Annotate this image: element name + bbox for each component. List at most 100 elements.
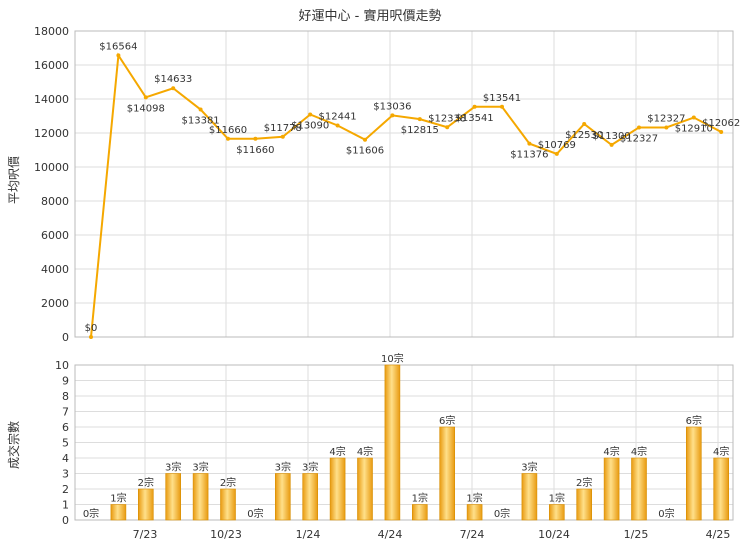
transaction-bar — [329, 457, 346, 521]
transaction-bar — [439, 426, 456, 521]
transaction-bar-label: 4宗 — [603, 445, 619, 458]
price-data-label: $13541 — [456, 113, 494, 124]
bar-y-tick-label: 4 — [62, 452, 69, 465]
line-y-tick-label: 16000 — [34, 59, 69, 72]
price-data-label: $0 — [85, 323, 98, 334]
transaction-bar — [274, 473, 291, 521]
line-y-tick-label: 0 — [62, 331, 69, 344]
transaction-bar-label: 3宗 — [165, 461, 181, 474]
price-data-label: $13541 — [483, 93, 521, 104]
transaction-bar — [384, 364, 401, 521]
bar-x-tick-label: 1/25 — [624, 528, 649, 541]
bar-y-tick-label: 1 — [62, 499, 69, 512]
transaction-bar — [576, 488, 593, 521]
transaction-bar-label: 3宗 — [275, 461, 291, 474]
transaction-bar-label: 1宗 — [549, 492, 565, 505]
bar-x-tick-label: 10/24 — [538, 528, 570, 541]
bar-y-tick-label: 3 — [62, 468, 69, 481]
transaction-bar-label: 2宗 — [576, 476, 592, 489]
transaction-bar — [192, 473, 209, 521]
price-data-label: $12441 — [319, 112, 357, 123]
transaction-bar-label: 2宗 — [220, 476, 236, 489]
transaction-bar — [165, 473, 181, 521]
bar-y-tick-label: 9 — [62, 375, 69, 388]
line-y-tick-label: 8000 — [41, 195, 69, 208]
price-point — [308, 112, 313, 117]
transaction-bar-label: 1宗 — [412, 492, 428, 505]
transaction-bar-label: 4宗 — [329, 445, 345, 458]
bar-y-tick-label: 7 — [62, 406, 69, 419]
transaction-bar-label: 4宗 — [713, 445, 729, 458]
bar-plot-frame — [74, 364, 734, 521]
transaction-bar-label: 0宗 — [247, 507, 263, 520]
price-point — [363, 137, 367, 142]
price-point — [609, 142, 614, 147]
bar-y-tick-label: 8 — [62, 390, 69, 403]
transaction-bar-label: 3宗 — [302, 461, 318, 474]
price-data-label: $14633 — [154, 74, 192, 85]
bar-x-tick-label: 7/24 — [460, 528, 485, 541]
price-data-label: $11300 — [593, 131, 631, 142]
price-point — [253, 136, 258, 141]
price-data-label: $11376 — [510, 150, 548, 161]
price-point — [89, 335, 93, 339]
line-y-tick-label: 2000 — [41, 297, 69, 310]
bar-y-tick-label: 5 — [62, 437, 69, 450]
price-series-line — [90, 52, 722, 338]
price-data-label: $13090 — [291, 120, 329, 131]
transaction-bar — [302, 473, 319, 521]
line-y-tick-label: 12000 — [34, 127, 69, 140]
transaction-bar — [466, 504, 483, 521]
price-point — [280, 134, 285, 139]
price-data-label: $12327 — [620, 133, 658, 144]
transaction-bar-label: 1宗 — [110, 492, 126, 505]
price-data-label: $12327 — [647, 113, 685, 124]
price-data-label: $10769 — [538, 140, 576, 151]
price-point — [472, 104, 477, 109]
transaction-bar — [631, 457, 647, 521]
transaction-bar — [603, 457, 620, 521]
transaction-bar-label: 4宗 — [357, 445, 373, 458]
price-point — [500, 104, 504, 109]
price-point — [226, 136, 230, 141]
price-data-label: $14098 — [127, 103, 165, 114]
bar-x-tick-label: 7/23 — [133, 528, 158, 541]
transaction-bar — [357, 457, 373, 521]
price-data-label: $16564 — [99, 41, 137, 52]
bar-y-tick-label: 10 — [55, 359, 69, 372]
price-point — [445, 125, 450, 130]
transaction-bar-label: 6宗 — [439, 414, 455, 427]
line-y-axis-label: 平均呎價 — [7, 156, 21, 204]
price-point — [335, 123, 340, 128]
price-point — [116, 53, 121, 58]
price-point — [527, 141, 532, 146]
transaction-bar-label: 0宗 — [494, 507, 510, 520]
price-data-label: $12338 — [428, 113, 466, 124]
transaction-bar-label: 3宗 — [192, 461, 208, 474]
transaction-bar — [138, 488, 154, 521]
bar-y-tick-label: 6 — [62, 421, 69, 434]
transaction-bar-label: 4宗 — [631, 445, 647, 458]
transaction-bar — [685, 426, 702, 521]
price-point — [691, 115, 696, 120]
price-data-label: $12530 — [565, 130, 603, 141]
transaction-bar-label: 0宗 — [83, 507, 99, 520]
bar-x-tick-label: 1/24 — [296, 528, 321, 541]
bar-x-tick-label: 10/23 — [210, 528, 242, 541]
price-data-label: $11660 — [236, 145, 274, 156]
transaction-bar-label: 0宗 — [658, 507, 674, 520]
price-point — [554, 151, 559, 156]
line-y-tick-label: 4000 — [41, 263, 69, 276]
bar-y-tick-label: 2 — [62, 483, 69, 496]
line-y-tick-label: 10000 — [34, 161, 69, 174]
price-point — [664, 125, 669, 130]
chart-title: 好運中心 - 實用呎價走勢 — [299, 8, 442, 24]
price-data-label: $11606 — [346, 146, 384, 157]
transaction-bar-label: 6宗 — [686, 414, 702, 427]
price-point — [143, 95, 148, 100]
transaction-bar-label: 3宗 — [521, 461, 537, 474]
transaction-bar-label: 10宗 — [381, 352, 404, 365]
price-data-label: $12815 — [401, 125, 439, 136]
transaction-bar — [713, 457, 730, 521]
